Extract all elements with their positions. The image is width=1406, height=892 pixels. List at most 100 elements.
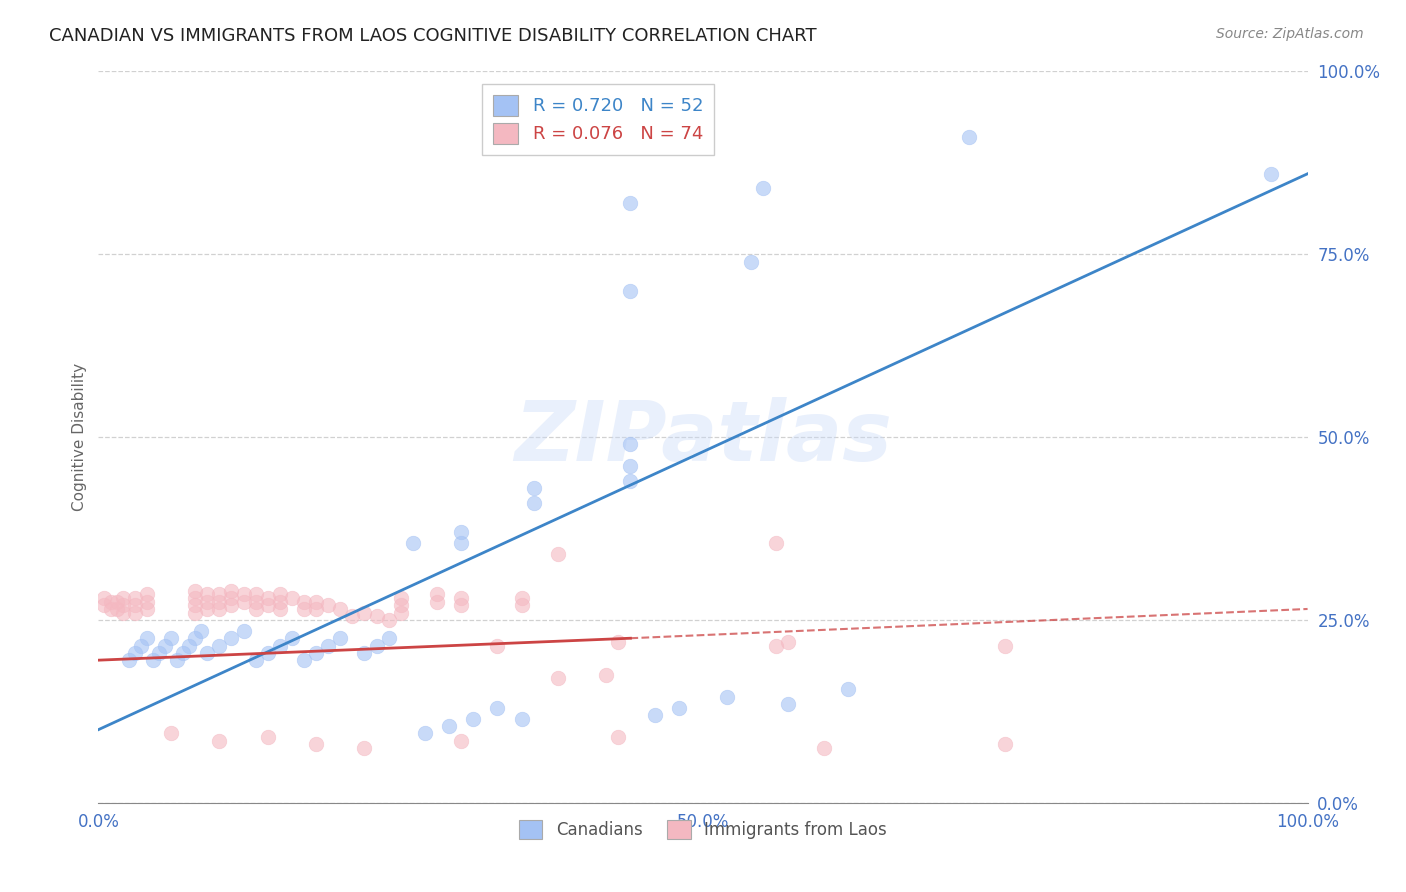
Point	[547, 547, 569, 561]
Point	[994, 639, 1017, 653]
Point	[813, 740, 835, 755]
Point	[402, 536, 425, 550]
Point	[607, 730, 630, 744]
Point	[269, 602, 291, 616]
Point	[281, 632, 304, 646]
Point	[437, 719, 460, 733]
Point	[190, 624, 212, 638]
Point	[619, 474, 641, 488]
Point	[389, 606, 412, 620]
Point	[353, 606, 375, 620]
Point	[208, 639, 231, 653]
Point	[100, 594, 122, 608]
Point	[426, 587, 449, 601]
Point	[142, 653, 165, 667]
Point	[135, 602, 157, 616]
Point	[716, 690, 738, 704]
Point	[269, 594, 291, 608]
Point	[342, 609, 364, 624]
Point	[523, 481, 546, 495]
Point	[166, 653, 188, 667]
Point	[292, 594, 315, 608]
Text: Source: ZipAtlas.com: Source: ZipAtlas.com	[1216, 27, 1364, 41]
Point	[329, 602, 352, 616]
Point	[269, 587, 291, 601]
Point	[111, 591, 134, 605]
Point	[179, 639, 201, 653]
Point	[135, 587, 157, 601]
Point	[510, 599, 533, 613]
Point	[232, 587, 254, 601]
Point	[377, 632, 399, 646]
Point	[619, 437, 641, 451]
Point	[256, 730, 278, 744]
Point	[221, 583, 243, 598]
Point	[486, 639, 509, 653]
Point	[463, 712, 485, 726]
Point	[184, 599, 207, 613]
Point	[221, 632, 243, 646]
Point	[111, 606, 134, 620]
Point	[148, 646, 170, 660]
Point	[644, 708, 666, 723]
Point	[619, 284, 641, 298]
Point	[256, 646, 278, 660]
Point	[450, 591, 472, 605]
Point	[619, 459, 641, 474]
Point	[195, 594, 218, 608]
Point	[305, 602, 328, 616]
Point	[329, 632, 352, 646]
Point	[195, 646, 218, 660]
Point	[129, 639, 152, 653]
Point	[413, 726, 436, 740]
Point	[245, 602, 267, 616]
Point	[305, 737, 328, 751]
Point	[510, 712, 533, 726]
Point	[184, 583, 207, 598]
Point	[124, 599, 146, 613]
Point	[256, 599, 278, 613]
Point	[450, 536, 472, 550]
Point	[752, 181, 775, 195]
Point	[595, 667, 617, 681]
Point	[135, 594, 157, 608]
Point	[1260, 167, 1282, 181]
Point	[184, 632, 207, 646]
Text: ZIPatlas: ZIPatlas	[515, 397, 891, 477]
Point	[776, 697, 799, 711]
Point	[353, 646, 375, 660]
Point	[366, 639, 388, 653]
Point	[450, 733, 472, 747]
Point	[547, 672, 569, 686]
Point	[305, 594, 328, 608]
Point	[232, 594, 254, 608]
Point	[100, 602, 122, 616]
Point	[353, 740, 375, 755]
Point	[135, 632, 157, 646]
Point	[957, 130, 980, 145]
Point	[450, 525, 472, 540]
Point	[184, 591, 207, 605]
Point	[426, 594, 449, 608]
Point	[93, 591, 115, 605]
Point	[124, 646, 146, 660]
Point	[208, 587, 231, 601]
Text: CANADIAN VS IMMIGRANTS FROM LAOS COGNITIVE DISABILITY CORRELATION CHART: CANADIAN VS IMMIGRANTS FROM LAOS COGNITI…	[49, 27, 817, 45]
Point	[208, 733, 231, 747]
Point	[837, 682, 859, 697]
Point	[366, 609, 388, 624]
Point	[389, 591, 412, 605]
Point	[172, 646, 194, 660]
Point	[124, 606, 146, 620]
Point	[269, 639, 291, 653]
Point	[281, 591, 304, 605]
Legend: Canadians, Immigrants from Laos: Canadians, Immigrants from Laos	[512, 814, 894, 846]
Point	[292, 602, 315, 616]
Point	[994, 737, 1017, 751]
Point	[93, 599, 115, 613]
Point	[245, 587, 267, 601]
Point	[619, 196, 641, 211]
Point	[160, 726, 183, 740]
Point	[221, 591, 243, 605]
Point	[377, 613, 399, 627]
